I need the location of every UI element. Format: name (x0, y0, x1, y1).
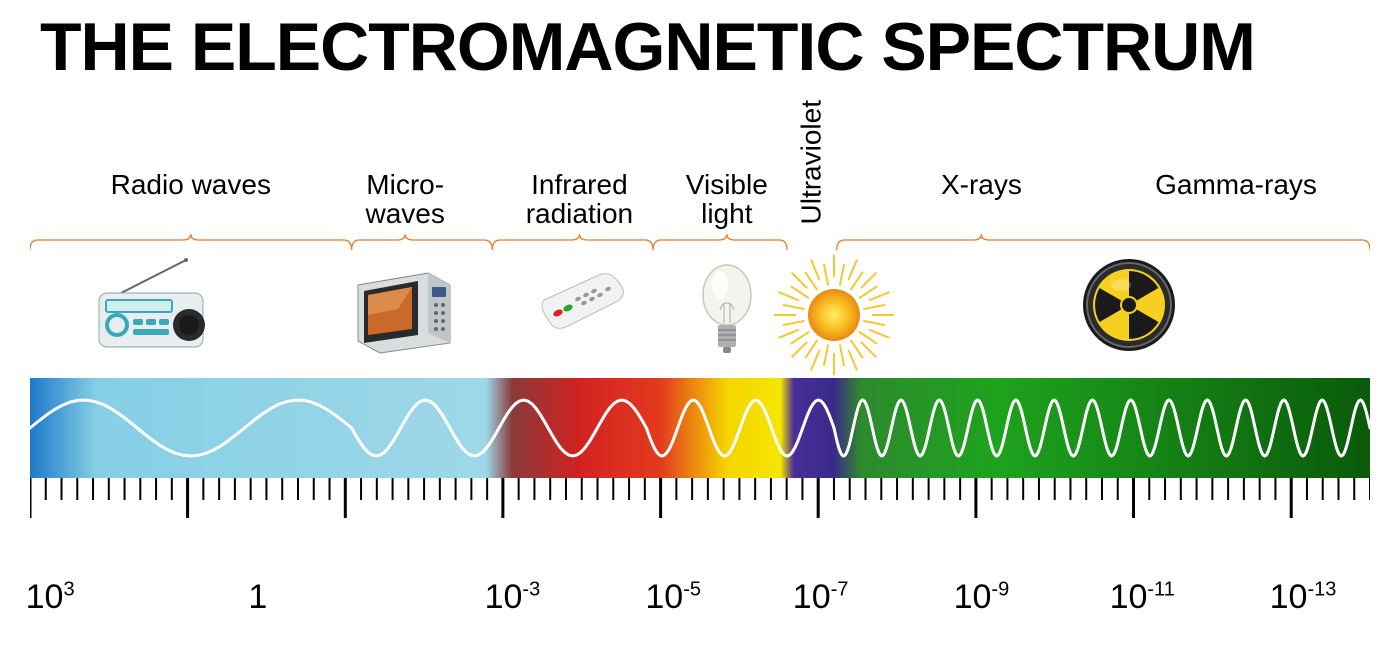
brace-visible (653, 234, 787, 250)
microwave-icon (350, 255, 460, 360)
icons-row (30, 255, 1370, 370)
page-title: THE ELECTROMAGNETIC SPECTRUM (0, 0, 1400, 86)
sun-icon (774, 255, 894, 380)
band-label-infrared: Infraredradiation (526, 170, 633, 229)
bulb-icon (692, 255, 762, 370)
band-label-gamma: Gamma-rays (1155, 170, 1317, 199)
wavelength-label: 1 (248, 578, 267, 617)
band-label-uv: Ultraviolet (797, 100, 826, 224)
wavelength-label: 10-7 (793, 578, 849, 617)
wavelength-label: 103 (26, 578, 75, 617)
wavelength-labels: 103110-310-510-710-910-1110-13 (30, 578, 1370, 628)
brace-xray (837, 234, 1370, 250)
wavelength-label: 10-11 (1110, 578, 1175, 617)
wavelength-scale (30, 478, 1370, 548)
band-label-visible: Visiblelight (686, 170, 768, 229)
wavelength-label: 10-5 (645, 578, 701, 617)
radiation-icon (1079, 255, 1179, 360)
band-labels-row: Radio waves Micro-waves Infraredradiation V… (30, 130, 1370, 240)
wave-line (30, 378, 1370, 478)
wavelength-label: 10-9 (954, 578, 1010, 617)
wavelength-label: 10-13 (1270, 578, 1337, 617)
band-label-xray: X-rays (941, 170, 1022, 199)
braces (30, 232, 1370, 254)
spectrum-bar (30, 378, 1370, 478)
wavelength-label: 10-3 (485, 578, 541, 617)
wave-path (30, 400, 1370, 456)
band-label-microwave: Micro-waves (366, 170, 445, 229)
brace-radio (30, 234, 352, 250)
brace-infrared (492, 234, 653, 250)
band-label-radio: Radio waves (111, 170, 271, 199)
remote-icon (524, 255, 634, 350)
brace-microwave (352, 234, 493, 250)
radio-icon (91, 255, 211, 360)
